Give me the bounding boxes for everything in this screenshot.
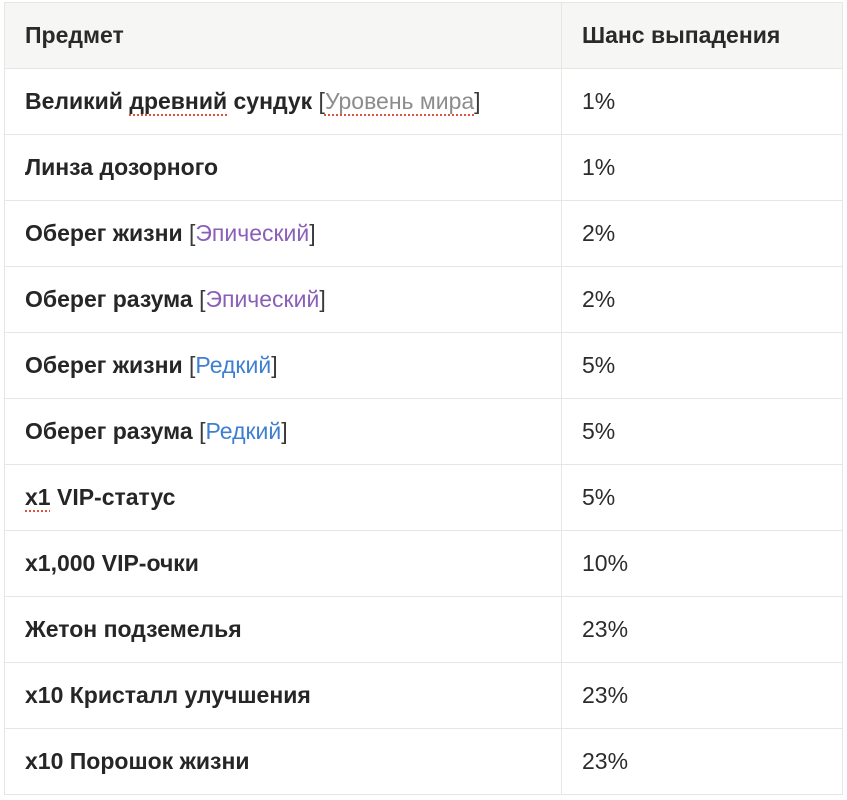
item-name: Оберег разума — [25, 418, 193, 444]
chance-cell[interactable]: 10% — [561, 530, 843, 597]
item-tag: Эпический — [195, 220, 310, 246]
tag-bracket-close: ] — [319, 286, 326, 312]
tag-bracket-open: [ — [199, 286, 206, 312]
chance-cell[interactable]: 5% — [561, 398, 843, 465]
chance-cell[interactable]: 23% — [561, 728, 843, 795]
item-name: Оберег жизни — [25, 352, 183, 378]
item-name: x10 Порошок жизни — [25, 748, 250, 774]
chance-cell[interactable]: 2% — [561, 266, 843, 333]
drop-rate-table: Предмет Шанс выпадения Великий древний с… — [4, 2, 843, 795]
table-row: Оберег разума [Редкий] 5% — [4, 398, 843, 465]
tag-bracket-open: [ — [318, 88, 325, 114]
item-name: x1,000 VIP-очки — [25, 550, 199, 576]
chance-cell[interactable]: 5% — [561, 464, 843, 531]
item-cell[interactable]: Жетон подземелья — [4, 596, 562, 663]
table-row: x1 VIP-статус 5% — [4, 464, 843, 531]
item-name: Великий древний сундук — [25, 88, 313, 114]
chance-cell[interactable]: 1% — [561, 68, 843, 135]
item-name: Жетон подземелья — [25, 616, 242, 642]
item-cell[interactable]: Великий древний сундук [Уровень мира] — [4, 68, 562, 135]
table-row: Великий древний сундук [Уровень мира] 1% — [4, 68, 843, 135]
table-row: Оберег жизни [Редкий] 5% — [4, 332, 843, 399]
item-name: Оберег разума — [25, 286, 193, 312]
chance-cell[interactable]: 23% — [561, 662, 843, 729]
tag-bracket-close: ] — [271, 352, 278, 378]
item-cell[interactable]: Оберег разума [Эпический] — [4, 266, 562, 333]
table-row: Жетон подземелья 23% — [4, 596, 843, 663]
table-row: Оберег разума [Эпический] 2% — [4, 266, 843, 333]
table-row: x10 Порошок жизни 23% — [4, 728, 843, 795]
item-name: x1 VIP-статус — [25, 484, 176, 510]
tag-bracket-close: ] — [281, 418, 288, 444]
item-cell[interactable]: x10 Кристалл улучшения — [4, 662, 562, 729]
header-chance: Шанс выпадения — [561, 2, 843, 69]
table-row: x1,000 VIP-очки 10% — [4, 530, 843, 597]
item-cell[interactable]: Оберег жизни [Редкий] — [4, 332, 562, 399]
item-tag: Редкий — [205, 418, 282, 444]
tag-bracket-open: [ — [189, 220, 196, 246]
item-cell[interactable]: x10 Порошок жизни — [4, 728, 562, 795]
item-cell[interactable]: x1 VIP-статус — [4, 464, 562, 531]
chance-cell[interactable]: 23% — [561, 596, 843, 663]
item-cell[interactable]: Оберег разума [Редкий] — [4, 398, 562, 465]
item-name: Оберег жизни — [25, 220, 183, 246]
item-tag: Уровень мира — [324, 88, 475, 114]
table-header-row: Предмет Шанс выпадения — [4, 2, 843, 69]
chance-cell[interactable]: 1% — [561, 134, 843, 201]
header-item: Предмет — [4, 2, 562, 69]
chance-cell[interactable]: 2% — [561, 200, 843, 267]
table-row: Линза дозорного 1% — [4, 134, 843, 201]
item-tag: Редкий — [195, 352, 272, 378]
tag-bracket-close: ] — [309, 220, 316, 246]
item-name: x10 Кристалл улучшения — [25, 682, 311, 708]
item-cell[interactable]: Линза дозорного — [4, 134, 562, 201]
item-cell[interactable]: Оберег жизни [Эпический] — [4, 200, 562, 267]
tag-bracket-close: ] — [474, 88, 481, 114]
item-tag: Эпический — [205, 286, 320, 312]
item-cell[interactable]: x1,000 VIP-очки — [4, 530, 562, 597]
table-row: x10 Кристалл улучшения 23% — [4, 662, 843, 729]
table-row: Оберег жизни [Эпический] 2% — [4, 200, 843, 267]
tag-bracket-open: [ — [189, 352, 196, 378]
item-name: Линза дозорного — [25, 154, 219, 180]
chance-cell[interactable]: 5% — [561, 332, 843, 399]
tag-bracket-open: [ — [199, 418, 206, 444]
